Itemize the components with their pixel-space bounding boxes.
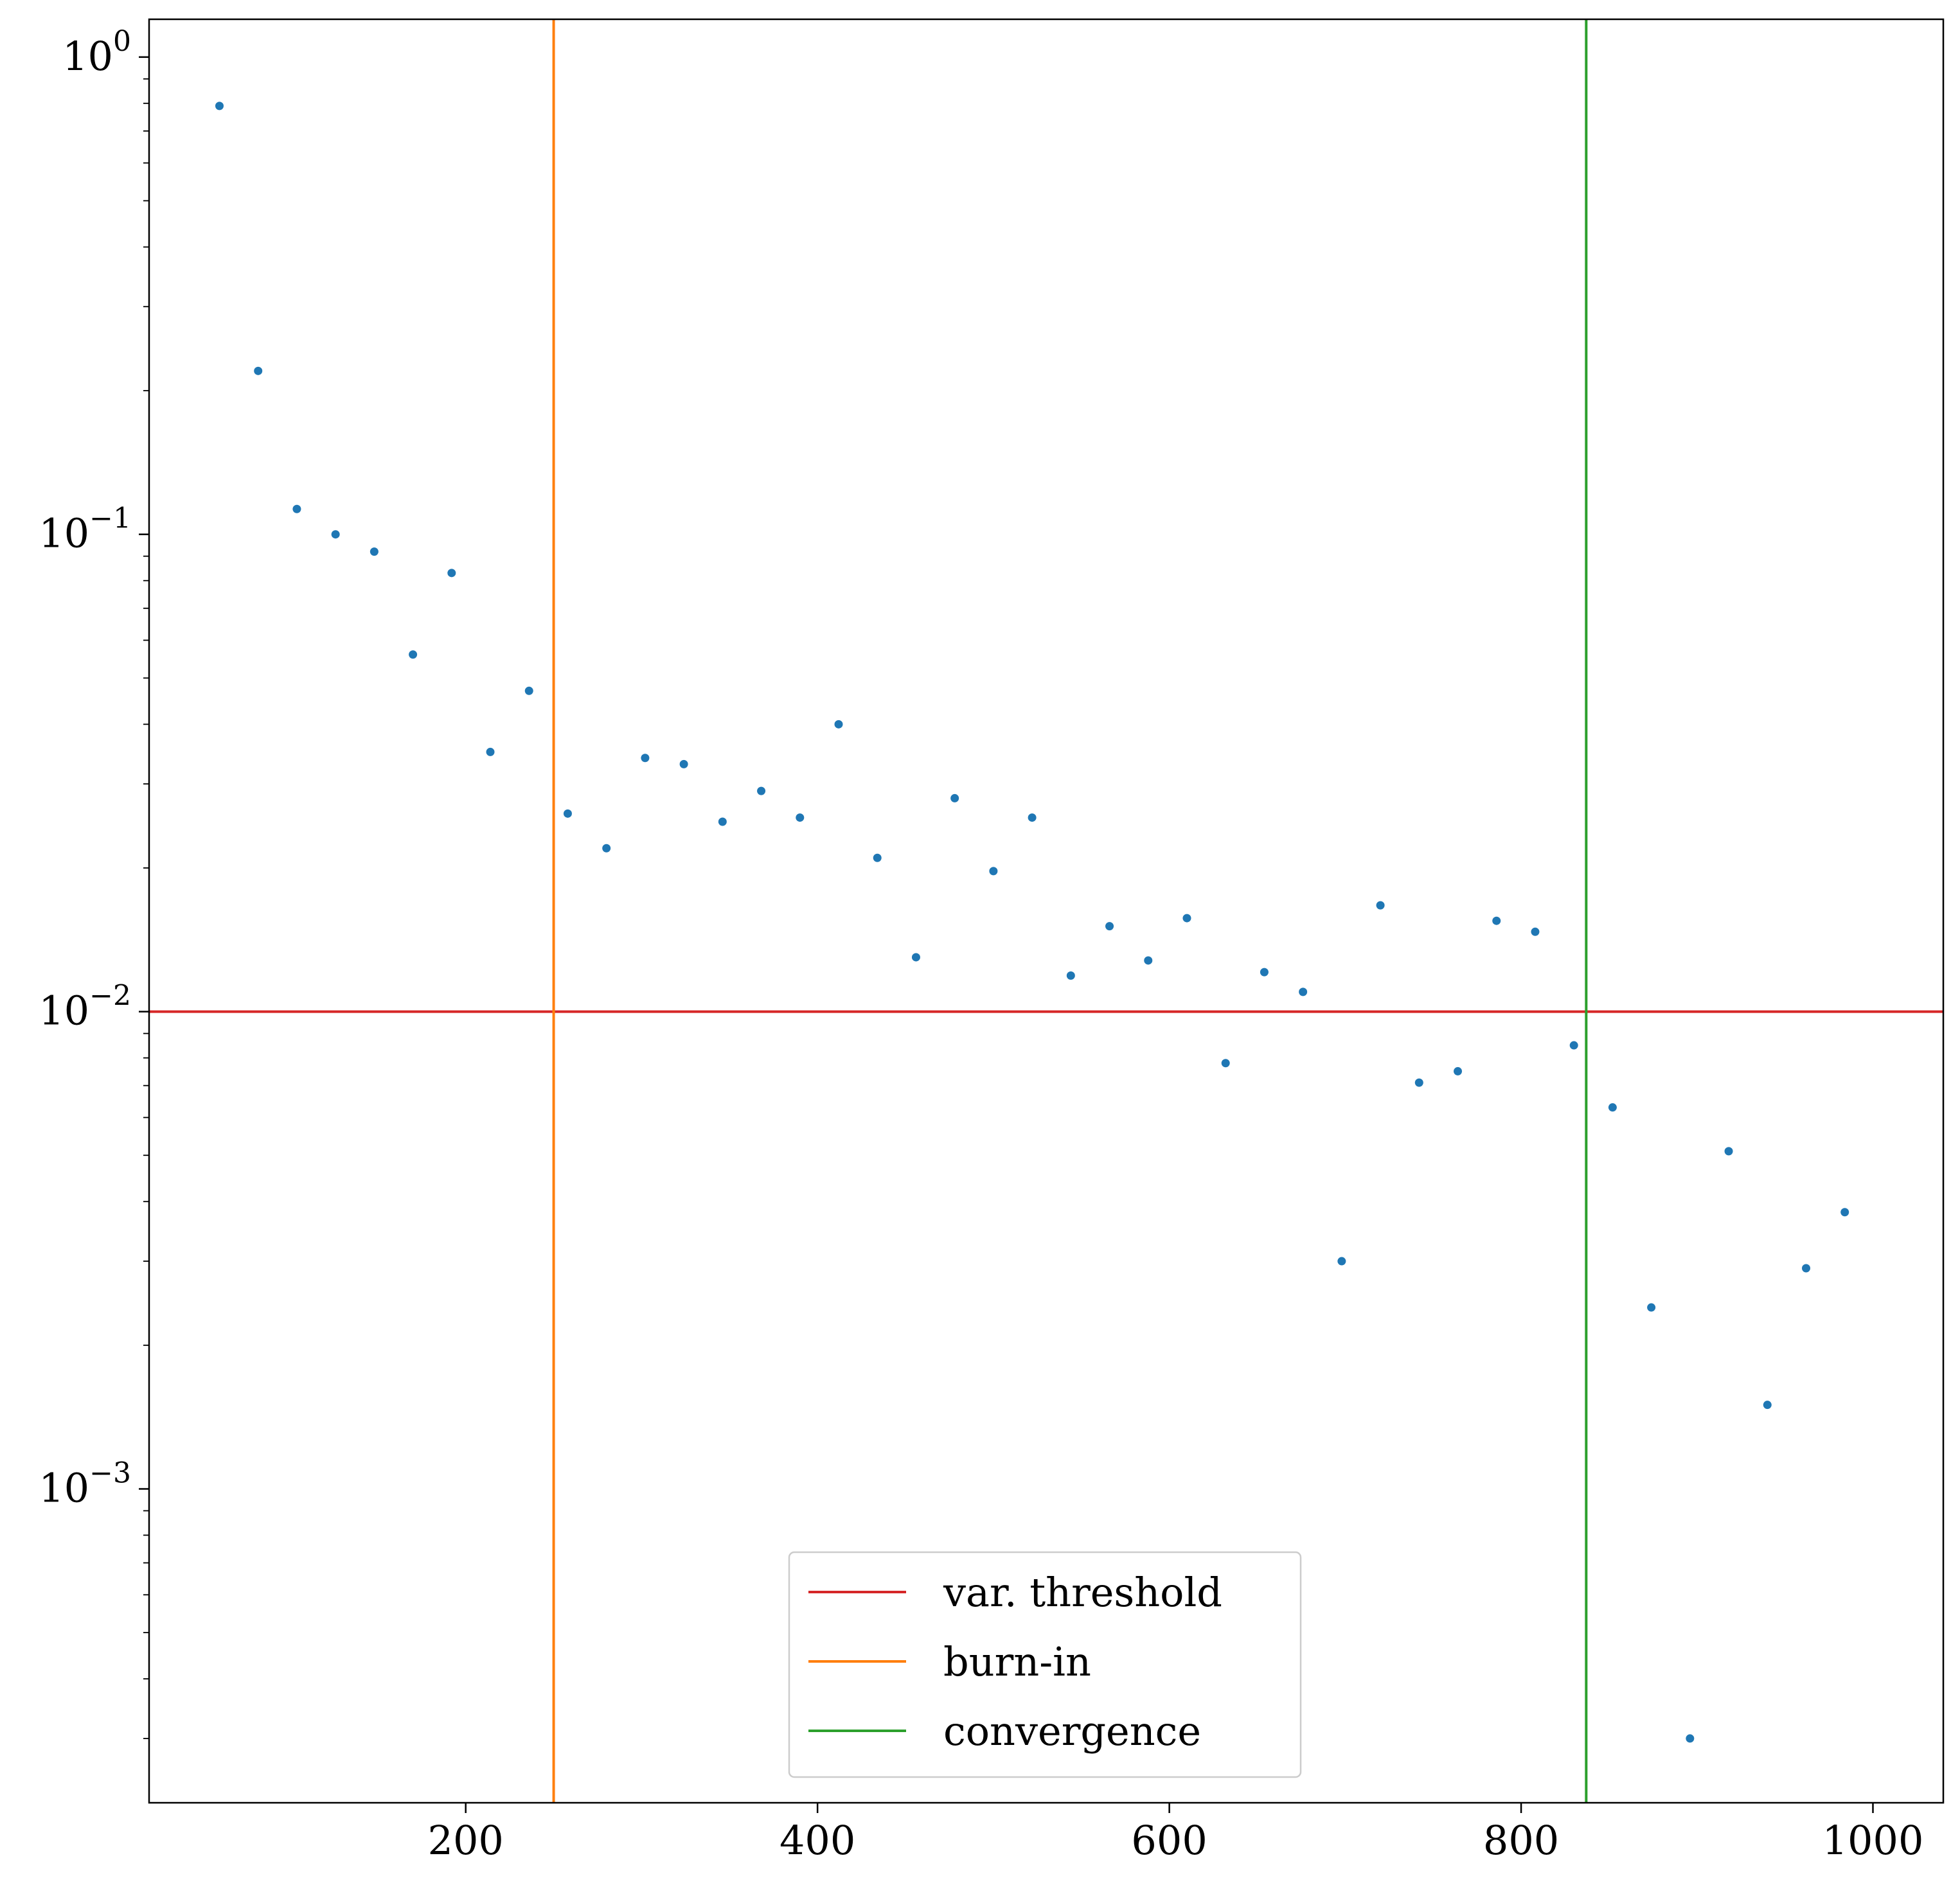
legend-label: var. threshold — [943, 1569, 1222, 1616]
y-tick-label: 10−2 — [39, 980, 131, 1034]
data-point — [292, 504, 301, 513]
data-point — [1647, 1303, 1656, 1312]
data-point — [989, 867, 998, 876]
data-point — [1182, 914, 1191, 923]
x-tick-label: 200 — [428, 1817, 504, 1864]
data-point — [1028, 813, 1037, 822]
data-point — [757, 786, 766, 795]
data-point — [370, 547, 379, 556]
data-point — [1840, 1208, 1849, 1217]
data-point — [215, 102, 224, 111]
data-point — [1686, 1734, 1695, 1743]
data-point — [873, 853, 882, 862]
data-point — [718, 817, 727, 826]
data-point — [1608, 1103, 1617, 1112]
legend: var. threshold burn-in convergence — [788, 1551, 1302, 1778]
x-tick-label: 400 — [780, 1817, 855, 1864]
data-point — [1414, 1078, 1423, 1087]
data-point — [254, 366, 263, 375]
data-point — [486, 747, 495, 756]
y-tick-label: 100 — [62, 25, 131, 80]
data-point — [1492, 916, 1501, 925]
plot-marks — [149, 19, 1943, 1803]
data-point — [1105, 922, 1114, 931]
data-point — [1221, 1059, 1230, 1068]
data-point — [1376, 901, 1385, 910]
data-point — [796, 813, 805, 822]
data-point — [1569, 1041, 1578, 1050]
x-axis: 200 400 600 800 1000 — [428, 1803, 1924, 1864]
plot-frame — [148, 18, 1945, 1804]
legend-frame — [788, 1551, 1302, 1778]
data-point — [1144, 956, 1153, 965]
data-point — [1066, 971, 1075, 980]
data-point — [1763, 1401, 1772, 1410]
y-axis: 100 10−1 10−2 10−3 — [39, 25, 149, 1739]
data-point — [1801, 1264, 1810, 1273]
data-point — [1260, 968, 1269, 977]
x-tick-label: 1000 — [1822, 1817, 1924, 1864]
x-tick-label: 600 — [1131, 1817, 1207, 1864]
data-point — [950, 793, 959, 802]
x-tick-label: 800 — [1483, 1817, 1559, 1864]
legend-label: burn-in — [943, 1638, 1091, 1685]
legend-label: convergence — [943, 1708, 1201, 1755]
data-point — [1454, 1066, 1463, 1075]
data-point — [679, 759, 688, 768]
y-tick-label: 10−3 — [39, 1456, 131, 1511]
data-point — [834, 720, 843, 729]
y-tick-label: 10−1 — [39, 502, 131, 557]
data-point — [409, 650, 418, 659]
data-point — [447, 569, 456, 578]
plot-area — [149, 19, 1943, 1803]
data-point — [1531, 927, 1540, 936]
data-point — [1337, 1257, 1346, 1266]
data-point — [641, 754, 650, 763]
data-point — [563, 809, 572, 818]
data-point — [1299, 987, 1308, 996]
data-point — [1724, 1147, 1733, 1156]
data-point — [524, 686, 533, 695]
data-point — [911, 953, 920, 962]
data-point — [331, 530, 340, 539]
data-point — [602, 844, 611, 853]
